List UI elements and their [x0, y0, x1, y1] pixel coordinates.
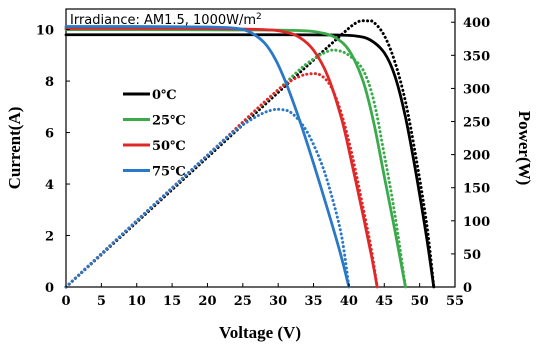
- y-right-tick-label: 250: [463, 116, 490, 131]
- y-right-tick-label: 400: [463, 16, 490, 31]
- y-left-tick-label: 6: [45, 127, 54, 142]
- series-0-current-line: [64, 33, 436, 289]
- series-2-power-line: [64, 72, 379, 289]
- y-right-tick-label: 50: [463, 248, 481, 263]
- x-tick-label: 30: [269, 294, 287, 309]
- tick-layer: 0 5 10 15 20 25 30 35 40 45 50 55024681005010015020…: [36, 16, 490, 309]
- y-right-tick-label: 350: [463, 49, 490, 64]
- x-tick-label: 10: [128, 294, 146, 309]
- y-left-tick-label: 4: [45, 178, 54, 193]
- x-tick-label: 15: [163, 294, 181, 309]
- y-axis-left-title: Current(A): [5, 107, 24, 190]
- x-tick-label: 55: [446, 294, 464, 309]
- x-tick-label: 25: [234, 294, 252, 309]
- y-right-tick-label: 300: [463, 82, 490, 97]
- y-right-tick-label: 0: [463, 281, 472, 296]
- x-tick-label: 5: [97, 294, 106, 309]
- y-right-tick-label: 200: [463, 149, 490, 164]
- series-1-current-line: [64, 28, 407, 289]
- legend-label: 0℃: [152, 88, 177, 103]
- y-left-tick-label: 0: [45, 281, 54, 296]
- legend-label: 75℃: [152, 165, 186, 180]
- x-tick-label: 40: [340, 294, 358, 309]
- y-left-tick-label: 8: [45, 75, 54, 90]
- series-2-current-line: [64, 26, 379, 289]
- x-tick-label: 0: [61, 294, 70, 309]
- y-right-tick-label: 100: [463, 215, 490, 230]
- plot-area-frame: [65, 8, 456, 288]
- legend-label: 50℃: [152, 139, 186, 154]
- series-layer: [64, 19, 436, 289]
- y-left-tick-label: 2: [45, 230, 54, 245]
- irradiance-annotation: Irradiance: AM1.5, 1000W/m2: [70, 12, 262, 28]
- x-tick-label: 20: [198, 294, 216, 309]
- x-axis-title: Voltage (V): [219, 323, 301, 342]
- series-3-power-line: [64, 107, 351, 289]
- series-0-power-line: [64, 19, 436, 289]
- x-tick-label: 35: [304, 294, 322, 309]
- x-tick-label: 45: [375, 294, 393, 309]
- y-axis-right-title: Power(W): [515, 111, 534, 186]
- series-3-current-line: [64, 25, 351, 289]
- x-tick-label: 50: [411, 294, 429, 309]
- y-right-tick-label: 150: [463, 182, 490, 197]
- y-left-tick-label: 10: [36, 24, 54, 39]
- legend-label: 25℃: [152, 114, 186, 129]
- legend: 0℃ 25℃ 50℃ 75℃: [123, 88, 186, 180]
